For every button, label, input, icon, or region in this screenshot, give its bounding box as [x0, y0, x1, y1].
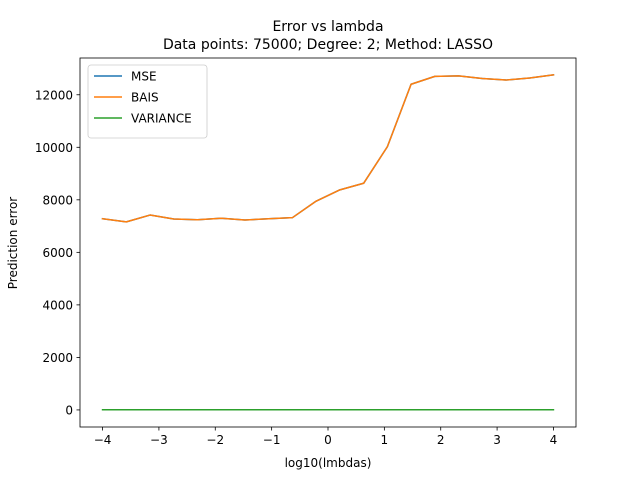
- y-tick-label: 10000: [35, 141, 73, 155]
- x-tick-label: 0: [324, 433, 332, 447]
- chart-title: Error vs lambda: [272, 19, 383, 35]
- x-tick-label: −2: [206, 433, 224, 447]
- x-tick-label: −4: [94, 433, 112, 447]
- legend-label-variance: VARIANCE: [131, 112, 192, 126]
- x-tick-label: −1: [263, 433, 281, 447]
- y-tick-label: 4000: [42, 298, 73, 312]
- x-axis-label: log10(lmbdas): [285, 456, 372, 470]
- x-tick-label: 4: [550, 433, 558, 447]
- legend-label-mse: MSE: [131, 70, 157, 84]
- y-tick-label: 12000: [35, 88, 73, 102]
- x-tick-label: 3: [493, 433, 501, 447]
- legend-label-bais: BAIS: [131, 91, 159, 105]
- y-tick-label: 8000: [42, 193, 73, 207]
- chart-subtitle: Data points: 75000; Degree: 2; Method: L…: [163, 37, 493, 53]
- legend-box: [87, 64, 208, 139]
- x-tick-label: 1: [381, 433, 389, 447]
- series-line-bais: [101, 73, 555, 223]
- x-tick-label: −3: [150, 433, 168, 447]
- y-tick-label: 6000: [42, 246, 73, 260]
- y-axis-label: Prediction error: [6, 197, 20, 290]
- y-tick-label: 2000: [42, 351, 73, 365]
- legend: MSE BAIS VARIANCE: [87, 64, 208, 139]
- y-tick-label: 0: [65, 403, 73, 417]
- x-tick-label: 2: [437, 433, 445, 447]
